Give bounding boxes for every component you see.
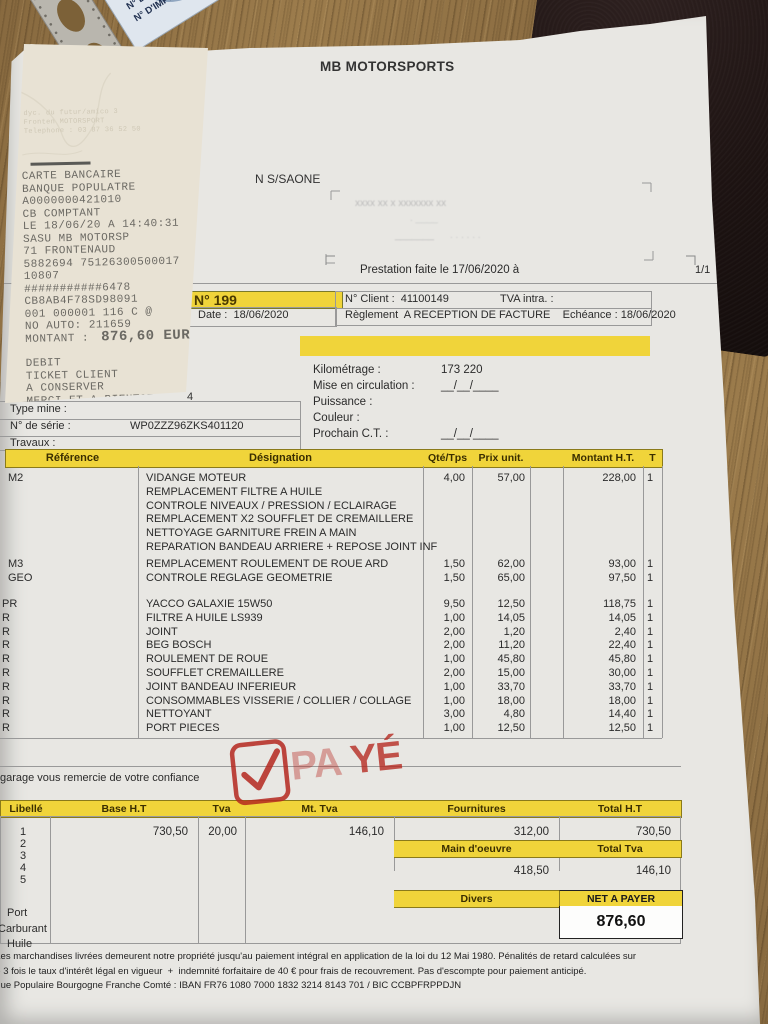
svg-text:PA: PA [288,740,343,789]
svg-text:YÉ: YÉ [348,732,404,782]
